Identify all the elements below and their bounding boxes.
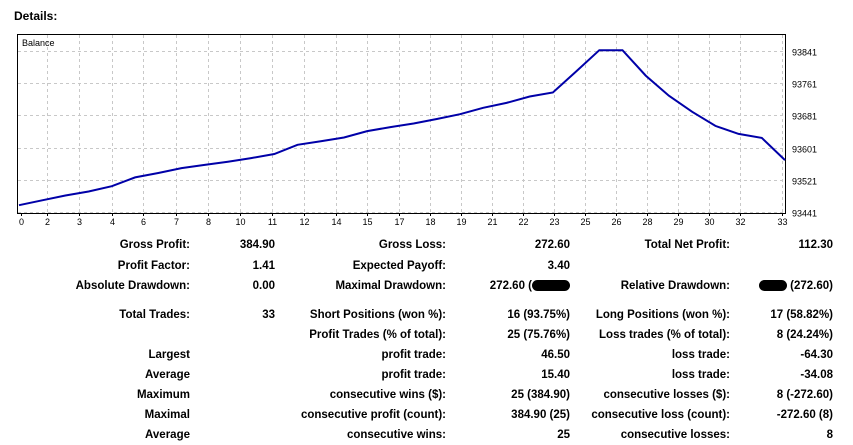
relative-drawdown-value: (272.60) bbox=[786, 280, 833, 292]
stat-average-consec-loss-value: 8 bbox=[826, 429, 833, 441]
balance-chart: Balance 93841 93761 93681 93601 93521 93441 0… bbox=[17, 34, 817, 227]
stat-total-trades-label: Total Trades: bbox=[119, 309, 190, 321]
x-tick-label: 8 bbox=[206, 217, 211, 227]
y-tick-label: 93521 bbox=[792, 177, 817, 187]
y-tick-label: 93601 bbox=[792, 145, 817, 155]
x-tick-label: 19 bbox=[456, 217, 466, 227]
x-tick-label: 22 bbox=[518, 217, 528, 227]
stat-absolute-drawdown-label: Absolute Drawdown: bbox=[75, 280, 190, 292]
stat-gross-loss-value: 272.60 bbox=[534, 239, 570, 251]
stat-maximum-loss-label: consecutive losses ($): bbox=[603, 389, 730, 401]
x-tick-label: 7 bbox=[174, 217, 179, 227]
stat-absolute-drawdown-value: 0.00 bbox=[252, 280, 275, 292]
plot-area bbox=[17, 34, 786, 214]
details-title: Details: bbox=[14, 9, 58, 23]
stat-profit-factor-label: Profit Factor: bbox=[117, 260, 190, 272]
x-tick-label: 30 bbox=[704, 217, 714, 227]
x-tick-label: 26 bbox=[611, 217, 621, 227]
stat-maximal-drawdown-value: 272.60 ( bbox=[490, 280, 570, 292]
stat-average-consec-label: Average bbox=[145, 429, 190, 441]
stat-expected-payoff-label: Expected Payoff: bbox=[352, 260, 446, 272]
stat-total-trades-value: 33 bbox=[262, 309, 275, 321]
stat-largest-loss-label: loss trade: bbox=[671, 349, 730, 361]
stat-short-positions-value: 16 (93.75%) bbox=[507, 309, 570, 321]
x-tick-label: 25 bbox=[580, 217, 590, 227]
redacted-blob bbox=[758, 280, 787, 292]
y-tick-label: 93841 bbox=[792, 48, 817, 58]
x-tick-label: 2 bbox=[45, 217, 50, 227]
balance-line bbox=[18, 49, 786, 207]
stat-gross-loss-label: Gross Loss: bbox=[378, 239, 446, 251]
x-tick-label: 17 bbox=[394, 217, 404, 227]
x-tick-label: 4 bbox=[110, 217, 115, 227]
stat-gross-profit-label: Gross Profit: bbox=[119, 239, 190, 251]
x-tick-label: 10 bbox=[235, 217, 245, 227]
x-tick-label: 0 bbox=[19, 217, 24, 227]
stat-total-net-profit-label: Total Net Profit: bbox=[644, 239, 730, 251]
stat-maximal-label: Maximal bbox=[144, 409, 190, 421]
stat-gross-profit-value: 384.90 bbox=[239, 239, 275, 251]
stat-largest-profit-value: 46.50 bbox=[541, 349, 570, 361]
stat-maximum-profit-label: consecutive wins ($): bbox=[329, 389, 446, 401]
x-tick-label: 3 bbox=[77, 217, 82, 227]
stat-average-profit-value: 15.40 bbox=[541, 369, 570, 381]
maximal-drawdown-value: 272.60 ( bbox=[489, 280, 532, 292]
stat-total-net-profit-value: 112.30 bbox=[798, 239, 833, 251]
stat-long-positions-value: 17 (58.82%) bbox=[770, 309, 833, 321]
stat-long-positions-label: Long Positions (won %): bbox=[595, 309, 730, 321]
stat-maximum-label: Maximum bbox=[136, 389, 190, 401]
x-tick-label: 12 bbox=[299, 217, 309, 227]
stat-expected-payoff-value: 3.40 bbox=[547, 260, 570, 272]
x-tick-label: 23 bbox=[549, 217, 559, 227]
x-tick-label: 32 bbox=[735, 217, 745, 227]
stat-short-positions-label: Short Positions (won %): bbox=[309, 309, 446, 321]
x-tick-label: 18 bbox=[425, 217, 435, 227]
stat-loss-trades-value: 8 (24.24%) bbox=[776, 329, 833, 341]
y-tick-label: 93681 bbox=[792, 112, 817, 122]
stat-maximum-profit-value: 25 (384.90) bbox=[511, 389, 570, 401]
y-tick-label: 93761 bbox=[792, 80, 817, 90]
stat-profit-trades-label: Profit Trades (% of total): bbox=[309, 329, 446, 341]
stat-average-loss-value: -34.08 bbox=[800, 369, 833, 381]
stat-average-loss-label: loss trade: bbox=[671, 369, 730, 381]
x-tick-label: 21 bbox=[487, 217, 497, 227]
x-tick-label: 6 bbox=[141, 217, 146, 227]
y-tick-label: 93441 bbox=[792, 209, 817, 219]
stat-profit-factor-value: 1.41 bbox=[252, 260, 275, 272]
stat-average-profit-label: profit trade: bbox=[381, 369, 446, 381]
stat-maximal-profit-value: 384.90 (25) bbox=[511, 409, 570, 421]
stat-average-label: Average bbox=[145, 369, 190, 381]
x-tick-label: 14 bbox=[331, 217, 341, 227]
stat-average-consec-loss-label: consecutive losses: bbox=[620, 429, 730, 441]
stat-largest-profit-label: profit trade: bbox=[381, 349, 446, 361]
stat-profit-trades-value: 25 (75.76%) bbox=[507, 329, 570, 341]
stat-maximal-loss-value: -272.60 (8) bbox=[776, 409, 833, 421]
stat-relative-drawdown-label: Relative Drawdown: bbox=[620, 280, 730, 292]
x-tick-label: 33 bbox=[777, 217, 787, 227]
stat-maximal-loss-label: consecutive loss (count): bbox=[591, 409, 730, 421]
stat-largest-loss-value: -64.30 bbox=[800, 349, 833, 361]
stat-largest-label: Largest bbox=[148, 349, 190, 361]
stat-maximum-loss-value: 8 (-272.60) bbox=[776, 389, 833, 401]
stat-loss-trades-label: Loss trades (% of total): bbox=[599, 329, 730, 341]
x-tick-label: 11 bbox=[268, 217, 277, 227]
x-tick-label: 15 bbox=[362, 217, 372, 227]
x-tick-label: 28 bbox=[642, 217, 652, 227]
stat-relative-drawdown-value: (272.60) bbox=[758, 280, 833, 292]
stat-average-consec-profit-value: 25 bbox=[557, 429, 570, 441]
stat-maximal-profit-label: consecutive profit (count): bbox=[300, 409, 446, 421]
x-tick-label: 29 bbox=[673, 217, 683, 227]
chart-title: Balance bbox=[22, 38, 55, 48]
stat-average-consec-profit-label: consecutive wins: bbox=[346, 429, 446, 441]
redacted-blob bbox=[532, 280, 570, 292]
stat-maximal-drawdown-label: Maximal Drawdown: bbox=[335, 280, 446, 292]
